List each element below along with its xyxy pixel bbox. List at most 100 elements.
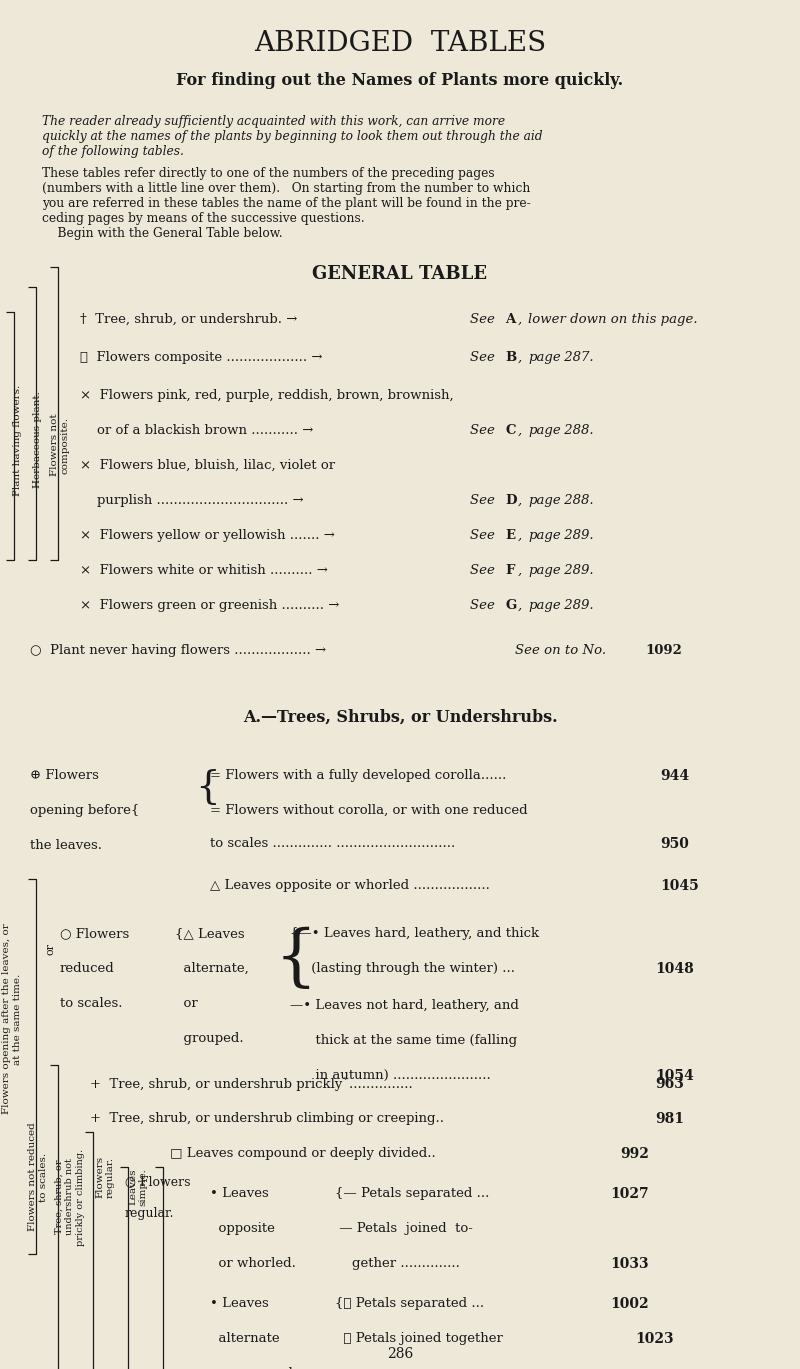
Text: 1023: 1023 bbox=[635, 1332, 674, 1346]
Text: ×  Flowers white or whitish .......... →: × Flowers white or whitish .......... → bbox=[80, 564, 332, 576]
Text: 950: 950 bbox=[660, 836, 689, 852]
Text: See: See bbox=[470, 424, 499, 437]
Text: = Flowers with a fully developed corolla......: = Flowers with a fully developed corolla… bbox=[210, 769, 506, 782]
Text: Herbaceous plant.: Herbaceous plant. bbox=[34, 392, 42, 489]
Text: {—• Leaves hard, leathery, and thick: {—• Leaves hard, leathery, and thick bbox=[290, 927, 539, 941]
Text: page: page bbox=[528, 350, 561, 364]
Text: 1033: 1033 bbox=[610, 1257, 649, 1270]
Text: 1027: 1027 bbox=[610, 1187, 649, 1201]
Text: 1048: 1048 bbox=[655, 962, 694, 976]
Text: The reader already sufficiently acquainted with this work, can arrive more
quick: The reader already sufficiently acquaint… bbox=[42, 115, 542, 157]
Text: page: page bbox=[528, 564, 561, 576]
Text: the leaves.: the leaves. bbox=[30, 839, 102, 852]
Text: page: page bbox=[528, 424, 561, 437]
Text: 1054: 1054 bbox=[655, 1069, 694, 1083]
Text: {: { bbox=[275, 927, 318, 993]
Text: A.—Trees, Shrubs, or Undershrubs.: A.—Trees, Shrubs, or Undershrubs. bbox=[242, 709, 558, 726]
Text: ⓞ Petals joined together: ⓞ Petals joined together bbox=[335, 1332, 503, 1344]
Text: A: A bbox=[505, 314, 515, 326]
Text: to scales .............. ............................: to scales .............. ...............… bbox=[210, 836, 455, 850]
Text: {— Petals separated ...: {— Petals separated ... bbox=[335, 1187, 490, 1201]
Text: See: See bbox=[470, 528, 499, 542]
Text: alternate,: alternate, bbox=[175, 962, 249, 975]
Text: 992: 992 bbox=[620, 1147, 649, 1161]
Text: ×  Flowers yellow or yellowish ....... →: × Flowers yellow or yellowish ....... → bbox=[80, 528, 339, 542]
Text: See on to No.: See on to No. bbox=[515, 643, 606, 657]
Text: +  Tree, shrub, or undershrub prickly`...............: + Tree, shrub, or undershrub prickly`...… bbox=[90, 1077, 413, 1091]
Text: opposite: opposite bbox=[210, 1223, 275, 1235]
Text: grouped.: grouped. bbox=[175, 1032, 244, 1045]
Text: These tables refer directly to one of the numbers of the preceding pages
(number: These tables refer directly to one of th… bbox=[42, 167, 530, 240]
Text: • Leaves: • Leaves bbox=[210, 1296, 269, 1310]
Text: 289.: 289. bbox=[560, 600, 594, 612]
Text: ,: , bbox=[518, 600, 526, 612]
Text: gether ..............: gether .............. bbox=[335, 1257, 460, 1270]
Text: {ⓞ Petals separated ...: {ⓞ Petals separated ... bbox=[335, 1296, 484, 1310]
Text: ,: , bbox=[518, 350, 526, 364]
Text: F: F bbox=[505, 564, 514, 576]
Text: See: See bbox=[470, 564, 499, 576]
Text: or whorled.: or whorled. bbox=[210, 1257, 296, 1270]
Text: Flowers opening after the leaves, or
at the same time.: Flowers opening after the leaves, or at … bbox=[2, 924, 22, 1114]
Text: to scales.: to scales. bbox=[60, 997, 122, 1010]
Text: ,: , bbox=[518, 564, 526, 576]
Text: page: page bbox=[528, 494, 561, 507]
Text: ○ Flowers: ○ Flowers bbox=[125, 1175, 190, 1188]
Text: alternate: alternate bbox=[210, 1332, 280, 1344]
Text: B: B bbox=[505, 350, 516, 364]
Text: opening before{: opening before{ bbox=[30, 804, 139, 817]
Text: See: See bbox=[470, 494, 499, 507]
Text: (lasting through the winter) ...: (lasting through the winter) ... bbox=[290, 962, 515, 975]
Text: purplish ............................... →: purplish ...............................… bbox=[80, 494, 308, 507]
Text: — Petals  joined  to-: — Petals joined to- bbox=[335, 1223, 473, 1235]
Text: D: D bbox=[505, 494, 517, 507]
Text: 981: 981 bbox=[655, 1112, 684, 1125]
Text: 288.: 288. bbox=[560, 424, 594, 437]
Text: {: { bbox=[195, 769, 220, 806]
Text: or: or bbox=[45, 943, 55, 956]
Text: 287.: 287. bbox=[560, 350, 594, 364]
Text: Tree, shrub, or
undershrub not
prickly or climbing.: Tree, shrub, or undershrub not prickly o… bbox=[55, 1149, 85, 1246]
Text: = Flowers without corolla, or with one reduced: = Flowers without corolla, or with one r… bbox=[210, 804, 528, 817]
Text: G: G bbox=[505, 600, 516, 612]
Text: See: See bbox=[470, 600, 499, 612]
Text: 963: 963 bbox=[655, 1077, 684, 1091]
Text: or: or bbox=[175, 997, 198, 1010]
Text: Leaves
simple.: Leaves simple. bbox=[128, 1168, 148, 1206]
Text: 289.: 289. bbox=[560, 528, 594, 542]
Text: ,: , bbox=[518, 528, 526, 542]
Text: ○  Plant never having flowers .................. →: ○ Plant never having flowers ...........… bbox=[30, 643, 330, 657]
Text: +  Tree, shrub, or undershrub climbing or creeping..: + Tree, shrub, or undershrub climbing or… bbox=[90, 1112, 444, 1125]
Text: lower down on this page.: lower down on this page. bbox=[528, 314, 698, 326]
Text: in autumn) .......................: in autumn) ....................... bbox=[290, 1069, 490, 1082]
Text: Flowers
regular.: Flowers regular. bbox=[95, 1155, 114, 1198]
Text: Flowers not
composite.: Flowers not composite. bbox=[50, 413, 70, 476]
Text: • Leaves: • Leaves bbox=[210, 1187, 269, 1201]
Text: 286: 286 bbox=[387, 1347, 413, 1361]
Text: ABRIDGED  TABLES: ABRIDGED TABLES bbox=[254, 30, 546, 57]
Text: page: page bbox=[528, 600, 561, 612]
Text: GENERAL TABLE: GENERAL TABLE bbox=[313, 266, 487, 283]
Text: ×  Flowers pink, red, purple, reddish, brown, brownish,: × Flowers pink, red, purple, reddish, br… bbox=[80, 389, 454, 402]
Text: {△ Leaves: {△ Leaves bbox=[175, 927, 245, 941]
Text: Plant having flowers.: Plant having flowers. bbox=[14, 385, 22, 496]
Text: 1092: 1092 bbox=[645, 643, 682, 657]
Text: page: page bbox=[528, 528, 561, 542]
Text: 288.: 288. bbox=[560, 494, 594, 507]
Text: See: See bbox=[470, 350, 499, 364]
Text: ⊕ Flowers: ⊕ Flowers bbox=[30, 769, 99, 782]
Text: regular.: regular. bbox=[125, 1207, 174, 1220]
Text: C: C bbox=[505, 424, 515, 437]
Text: 289.: 289. bbox=[560, 564, 594, 576]
Text: ×  Flowers blue, bluish, lilac, violet or: × Flowers blue, bluish, lilac, violet or bbox=[80, 459, 335, 472]
Text: E: E bbox=[505, 528, 515, 542]
Text: or of a blackish brown ........... →: or of a blackish brown ........... → bbox=[80, 424, 318, 437]
Text: 1045: 1045 bbox=[660, 879, 698, 893]
Text: For finding out the Names of Plants more quickly.: For finding out the Names of Plants more… bbox=[177, 73, 623, 89]
Text: □ Leaves compound or deeply divided..: □ Leaves compound or deeply divided.. bbox=[170, 1147, 436, 1160]
Text: ×  Flowers green or greenish .......... →: × Flowers green or greenish .......... → bbox=[80, 600, 344, 612]
Text: †  Tree, shrub, or undershrub. →: † Tree, shrub, or undershrub. → bbox=[80, 314, 302, 326]
Text: reduced: reduced bbox=[60, 962, 114, 975]
Text: thick at the same time (falling: thick at the same time (falling bbox=[290, 1034, 517, 1047]
Text: ,: , bbox=[518, 494, 526, 507]
